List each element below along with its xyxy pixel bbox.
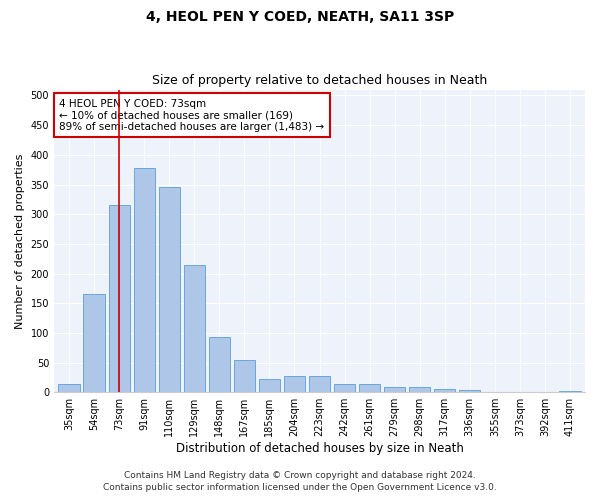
Bar <box>109 206 130 392</box>
Bar <box>559 391 581 392</box>
Bar <box>334 384 355 392</box>
Bar <box>384 387 406 392</box>
Bar <box>234 360 255 392</box>
Bar <box>209 337 230 392</box>
Bar <box>134 168 155 392</box>
Bar <box>58 384 80 392</box>
Bar <box>83 294 105 392</box>
Bar <box>284 376 305 392</box>
Bar <box>259 379 280 392</box>
Bar <box>459 390 481 392</box>
Bar <box>359 384 380 392</box>
X-axis label: Distribution of detached houses by size in Neath: Distribution of detached houses by size … <box>176 442 463 455</box>
Text: Contains HM Land Registry data © Crown copyright and database right 2024.
Contai: Contains HM Land Registry data © Crown c… <box>103 471 497 492</box>
Bar <box>434 388 455 392</box>
Bar <box>309 376 330 392</box>
Y-axis label: Number of detached properties: Number of detached properties <box>15 153 25 328</box>
Text: 4, HEOL PEN Y COED, NEATH, SA11 3SP: 4, HEOL PEN Y COED, NEATH, SA11 3SP <box>146 10 454 24</box>
Bar <box>409 388 430 392</box>
Title: Size of property relative to detached houses in Neath: Size of property relative to detached ho… <box>152 74 487 87</box>
Bar <box>184 264 205 392</box>
Bar <box>158 187 180 392</box>
Text: 4 HEOL PEN Y COED: 73sqm
← 10% of detached houses are smaller (169)
89% of semi-: 4 HEOL PEN Y COED: 73sqm ← 10% of detach… <box>59 98 325 132</box>
